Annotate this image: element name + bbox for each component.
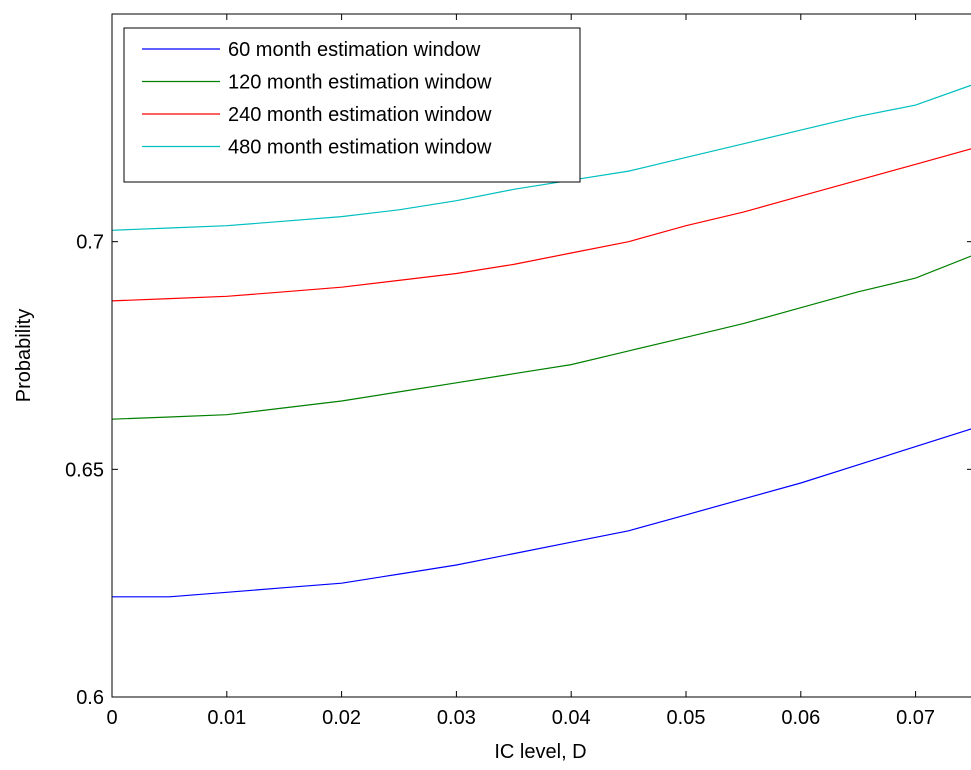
series-line-4 (111, 84, 971, 231)
x-tick-label: 0.07 (896, 707, 935, 729)
x-tick-label: 0.04 (552, 707, 591, 729)
legend: 60 month estimation window 120 month esti… (123, 27, 581, 183)
legend-label: 60 month estimation window (228, 39, 481, 61)
x-tick-label: 0.01 (207, 707, 246, 729)
x-tick-label: 0.05 (667, 707, 706, 729)
series-line-1 (112, 428, 971, 598)
series-layer (111, 84, 971, 598)
series-line-3 (111, 148, 971, 302)
x-tick-label: 0 (106, 707, 117, 729)
x-axis-label: IC level, D (494, 741, 586, 763)
axes-box (111, 13, 971, 698)
x-tick-label: 0.02 (322, 707, 361, 729)
y-tick-label: 0.7 (76, 232, 104, 254)
y-tick-label: 0.6 (76, 687, 104, 709)
legend-box (123, 27, 581, 183)
y-axis-label: Probability (13, 309, 35, 402)
legend-label: 240 month estimation window (228, 104, 492, 126)
series-line-2 (111, 255, 971, 420)
legend-label: 120 month estimation window (228, 72, 492, 94)
ticks-layer: 0 0.01 0.02 0.03 0.04 0.05 0.06 0.07 0.6 0.65 0.7 (65, 14, 971, 729)
axes-frame (111, 13, 971, 698)
x-tick-label: 0.03 (437, 707, 476, 729)
y-tick-label: 0.65 (65, 459, 104, 481)
x-tick-label: 0.06 (781, 707, 820, 729)
legend-label: 480 month estimation window (228, 137, 492, 159)
